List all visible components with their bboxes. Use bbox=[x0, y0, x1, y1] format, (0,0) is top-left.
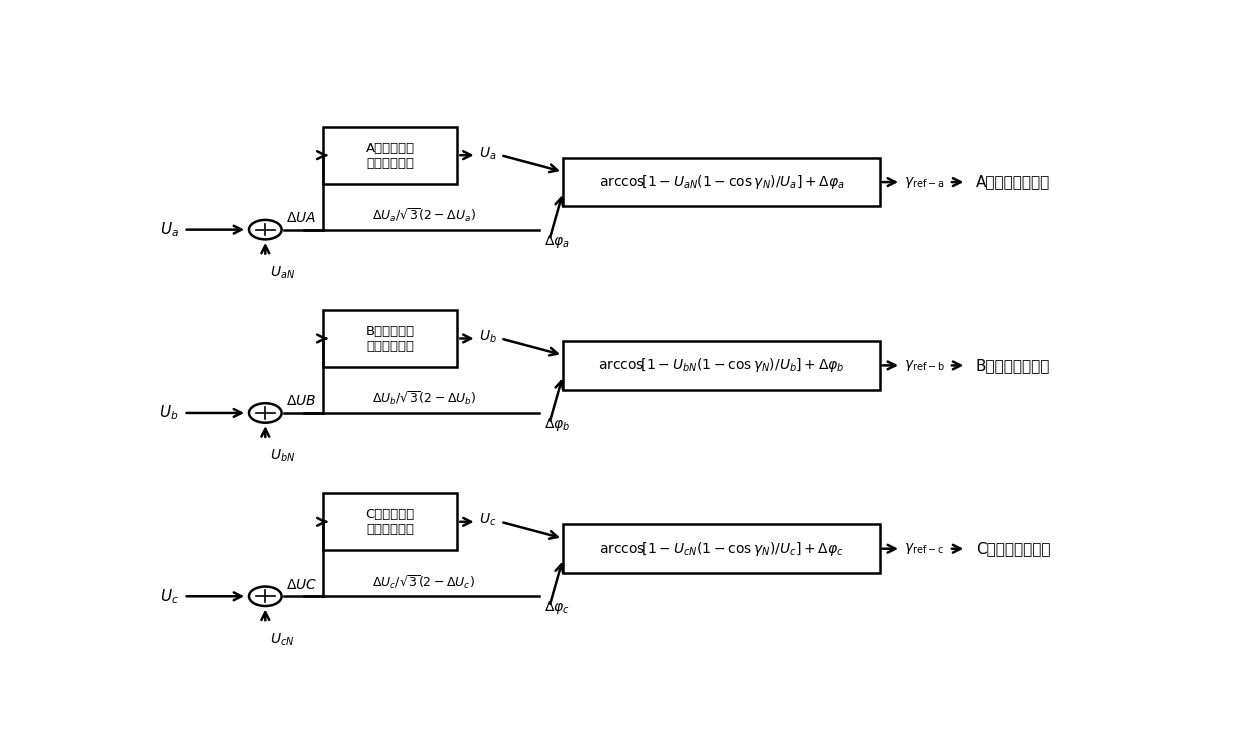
Text: $U_{bN}$: $U_{bN}$ bbox=[270, 448, 295, 464]
Text: $\Delta UC$: $\Delta UC$ bbox=[286, 577, 317, 591]
Text: $U_{b}$: $U_{b}$ bbox=[479, 329, 497, 345]
Text: $U_{a}$: $U_{a}$ bbox=[160, 220, 178, 239]
Bar bbox=[563, 525, 880, 573]
Bar bbox=[323, 310, 457, 367]
Text: $\Delta UA$: $\Delta UA$ bbox=[286, 211, 317, 225]
Text: A相阀臂换相: A相阀臂换相 bbox=[366, 142, 415, 155]
Bar bbox=[563, 158, 880, 206]
Text: $\Delta\varphi_{c}$: $\Delta\varphi_{c}$ bbox=[544, 599, 570, 616]
Bar bbox=[323, 493, 457, 551]
Text: B相阀臂换相: B相阀臂换相 bbox=[366, 325, 415, 338]
Text: $\gamma_{\mathrm{ref-b}}$: $\gamma_{\mathrm{ref-b}}$ bbox=[904, 358, 945, 373]
Text: $\Delta U_{a}/\sqrt{3}(2-\Delta U_{a})$: $\Delta U_{a}/\sqrt{3}(2-\Delta U_{a})$ bbox=[372, 206, 476, 224]
Bar bbox=[563, 341, 880, 390]
Text: B相触发角指令值: B相触发角指令值 bbox=[976, 358, 1051, 373]
Text: $\Delta UB$: $\Delta UB$ bbox=[286, 394, 317, 408]
Text: 电压幅值检测: 电压幅值检测 bbox=[367, 340, 414, 353]
Text: $\mathrm{arccos}\!\left[1-U_{bN}\left(1-\cos\gamma_{N}\right)/U_{b}\right]+\Delt: $\mathrm{arccos}\!\left[1-U_{bN}\left(1-… bbox=[598, 356, 845, 374]
Text: $\Delta\varphi_{a}$: $\Delta\varphi_{a}$ bbox=[544, 233, 570, 249]
Text: A相触发角指令值: A相触发角指令值 bbox=[976, 175, 1051, 190]
Text: $\mathrm{arccos}\!\left[1-U_{cN}\left(1-\cos\gamma_{N}\right)/U_{c}\right]+\Delt: $\mathrm{arccos}\!\left[1-U_{cN}\left(1-… bbox=[600, 539, 844, 558]
Text: $\gamma_{\mathrm{ref-c}}$: $\gamma_{\mathrm{ref-c}}$ bbox=[904, 541, 944, 557]
Text: $\Delta U_{b}/\sqrt{3}(2-\Delta U_{b})$: $\Delta U_{b}/\sqrt{3}(2-\Delta U_{b})$ bbox=[372, 389, 476, 407]
Text: C相触发角指令值: C相触发角指令值 bbox=[976, 541, 1051, 557]
Text: $\mathrm{arccos}\!\left[1-U_{aN}\left(1-\cos\gamma_{N}\right)/U_{a}\right]+\Delt: $\mathrm{arccos}\!\left[1-U_{aN}\left(1-… bbox=[598, 173, 844, 191]
Text: $\Delta\varphi_{b}$: $\Delta\varphi_{b}$ bbox=[544, 416, 570, 433]
Text: 电压幅值检测: 电压幅值检测 bbox=[367, 523, 414, 536]
Text: $\Delta U_{c}/\sqrt{3}(2-\Delta U_{c})$: $\Delta U_{c}/\sqrt{3}(2-\Delta U_{c})$ bbox=[372, 573, 476, 591]
Text: C相阀臂换相: C相阀臂换相 bbox=[366, 508, 415, 522]
Bar bbox=[323, 126, 457, 184]
Text: $U_{b}$: $U_{b}$ bbox=[160, 403, 178, 423]
Text: $\gamma_{\mathrm{ref-a}}$: $\gamma_{\mathrm{ref-a}}$ bbox=[904, 175, 944, 190]
Text: $U_{cN}$: $U_{cN}$ bbox=[270, 631, 295, 647]
Text: $U_{c}$: $U_{c}$ bbox=[479, 512, 497, 528]
Text: 电压幅值检测: 电压幅值检测 bbox=[367, 157, 414, 170]
Text: $U_{aN}$: $U_{aN}$ bbox=[270, 265, 295, 281]
Text: $U_{c}$: $U_{c}$ bbox=[160, 587, 178, 606]
Text: $U_{a}$: $U_{a}$ bbox=[479, 145, 497, 161]
